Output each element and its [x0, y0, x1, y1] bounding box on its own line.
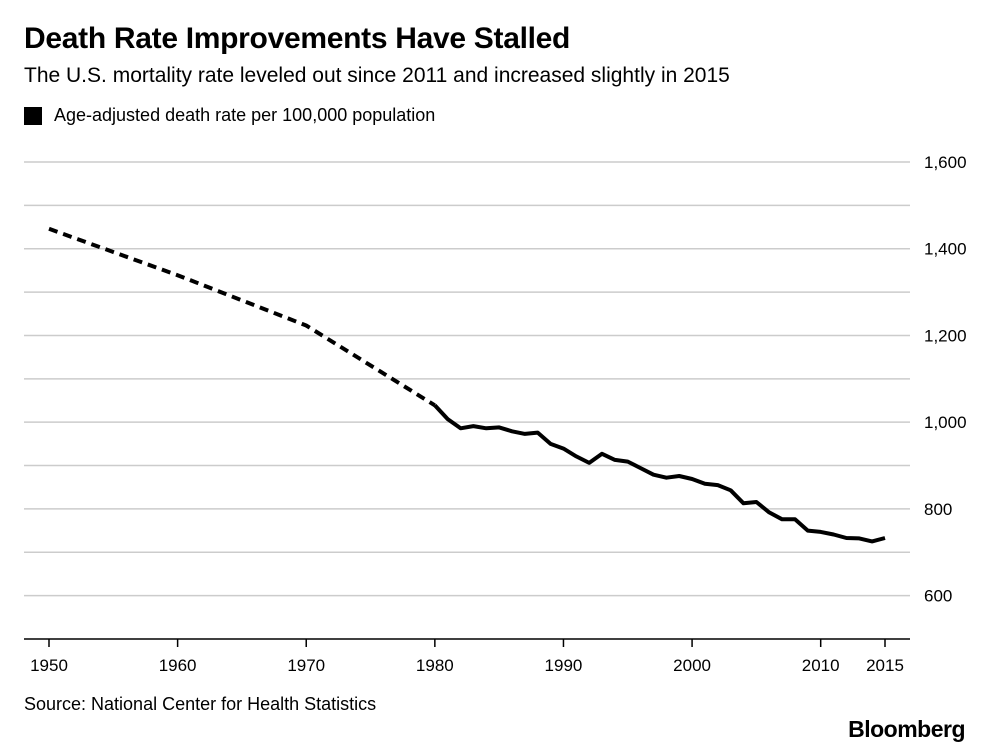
- x-tick-label: 1990: [545, 656, 583, 675]
- legend: Age-adjusted death rate per 100,000 popu…: [24, 105, 435, 126]
- source-note: Source: National Center for Health Stati…: [24, 694, 377, 714]
- series-line-dashed: [48, 226, 436, 407]
- bloomberg-logo: Bloomberg: [848, 716, 965, 742]
- chart-subtitle: The U.S. mortality rate leveled out sinc…: [24, 64, 730, 87]
- legend-label: Age-adjusted death rate per 100,000 popu…: [54, 105, 436, 125]
- y-axis-ticks: 600 800 1,000 1,200 1,400 1,600: [924, 153, 967, 606]
- y-tick-label: 1,200: [924, 326, 967, 345]
- y-tick-label: 1,000: [924, 413, 967, 432]
- x-tick-label: 1970: [287, 656, 325, 675]
- chart-title: Death Rate Improvements Have Stalled: [24, 22, 571, 55]
- x-tick-label: 2010: [802, 656, 840, 675]
- x-tick-label: 2000: [673, 656, 711, 675]
- y-tick-label: 1,400: [924, 240, 967, 259]
- x-tick-label: 1960: [159, 656, 197, 675]
- series-lines: [48, 226, 886, 544]
- gridlines: [24, 161, 910, 640]
- x-tick-label: 2015: [866, 656, 904, 675]
- x-tick-label: 1980: [416, 656, 454, 675]
- legend-swatch: [24, 106, 42, 125]
- series-line-solid: [433, 403, 886, 544]
- x-tick-label: 1950: [30, 656, 68, 675]
- y-tick-label: 600: [924, 587, 952, 606]
- y-tick-label: 1,600: [924, 153, 967, 172]
- x-axis-ticks: 1950 1960 1970 1980 1990 2000 2010 2015: [30, 639, 904, 675]
- y-tick-label: 800: [924, 500, 952, 519]
